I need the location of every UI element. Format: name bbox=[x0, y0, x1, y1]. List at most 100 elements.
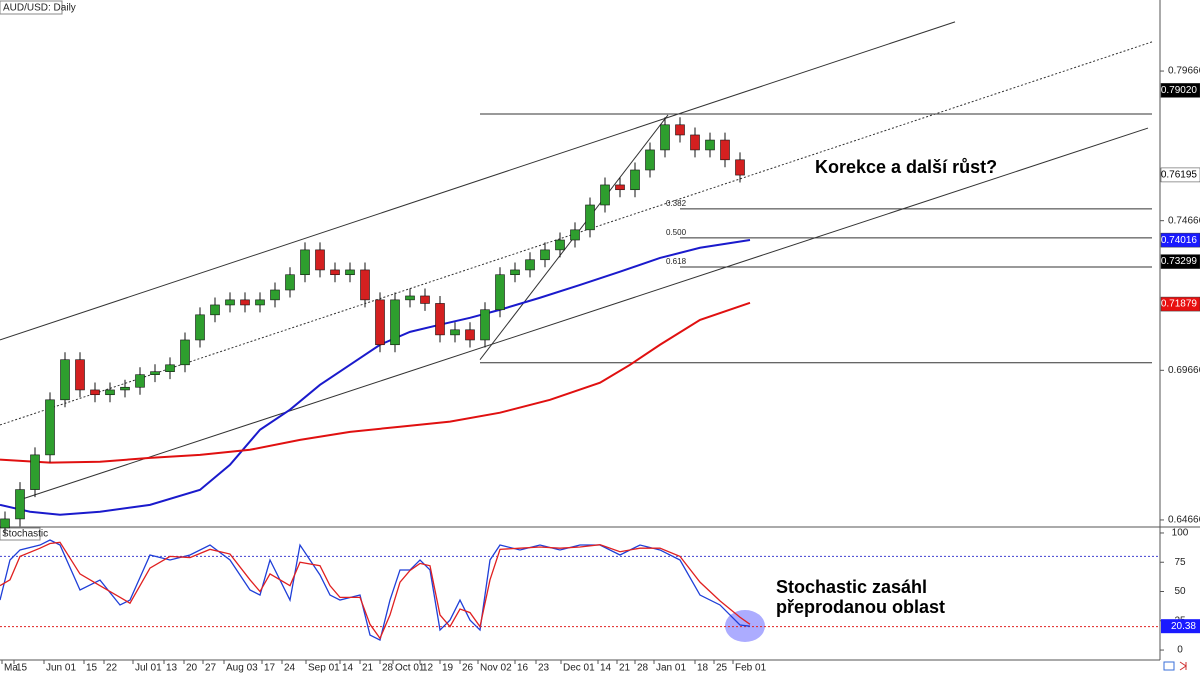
x-tick-label: 21 bbox=[362, 663, 374, 674]
candle-body bbox=[195, 314, 205, 341]
moving-average bbox=[0, 301, 751, 464]
y-tick-label: 50 bbox=[1174, 586, 1186, 597]
trendline bbox=[19, 127, 1149, 501]
y-tick-label: 0.79666 bbox=[1168, 66, 1200, 77]
candle-body bbox=[315, 249, 325, 271]
x-tick-label: 28 bbox=[637, 663, 649, 674]
candle-body bbox=[435, 303, 445, 336]
candle-body bbox=[720, 139, 730, 161]
candle-body bbox=[465, 329, 475, 341]
price-marker bbox=[1160, 83, 1200, 98]
candle-body bbox=[600, 184, 610, 206]
x-tick-label: 20 bbox=[186, 663, 198, 674]
annotation: Korekce a další růst? bbox=[815, 157, 997, 177]
x-tick-label: Jul 01 bbox=[135, 663, 162, 674]
x-tick-label: 17 bbox=[264, 663, 276, 674]
candle-body bbox=[615, 184, 625, 191]
annotation: Stochastic zasáhl bbox=[776, 577, 927, 597]
x-tick-label: 23 bbox=[538, 663, 550, 674]
x-tick-label: 26 bbox=[462, 663, 474, 674]
moving-average bbox=[0, 239, 751, 516]
candle-body bbox=[735, 159, 745, 176]
x-tick-label: 27 bbox=[205, 663, 217, 674]
candle-body bbox=[240, 299, 250, 306]
last-value-label: 20.38 bbox=[1171, 621, 1196, 632]
candle-body bbox=[285, 274, 295, 291]
candle-body bbox=[60, 359, 70, 401]
candle-body bbox=[360, 269, 370, 301]
annotation: přeprodanou oblast bbox=[776, 597, 945, 617]
candle-body bbox=[225, 299, 235, 306]
x-tick-label: Jun 01 bbox=[46, 663, 76, 674]
x-tick-label: Feb 01 bbox=[735, 663, 767, 674]
y-tick-label: 100 bbox=[1172, 528, 1189, 539]
candle-body bbox=[645, 149, 655, 171]
candle-body bbox=[0, 518, 10, 529]
x-tick-label: 25 bbox=[716, 663, 728, 674]
candle-body bbox=[45, 399, 55, 456]
x-tick-label: 28 bbox=[382, 663, 394, 674]
x-tick-label: 12 bbox=[422, 663, 434, 674]
y-tick-label: 0.69666 bbox=[1168, 365, 1200, 376]
candle-body bbox=[555, 239, 565, 251]
candle-body bbox=[495, 274, 505, 311]
x-tick-label: 14 bbox=[342, 663, 354, 674]
x-tick-label: 14 bbox=[600, 663, 612, 674]
x-tick-label: 13 bbox=[166, 663, 178, 674]
icon[interactable] bbox=[1163, 661, 1175, 671]
price-marker-label: 0.71879 bbox=[1161, 299, 1198, 310]
x-tick-label: 24 bbox=[284, 663, 296, 674]
chart-title: AUD/USD: Daily bbox=[3, 3, 76, 14]
candle-body bbox=[660, 124, 670, 151]
candle-body bbox=[630, 169, 640, 191]
x-tick-label: 15 bbox=[86, 663, 98, 674]
stoch-title: Stochastic bbox=[2, 529, 48, 540]
candle-body bbox=[705, 139, 715, 151]
candle-body bbox=[420, 295, 430, 304]
candle-body bbox=[210, 304, 220, 316]
candle-body bbox=[165, 364, 175, 372]
price-marker-label: 0.74016 bbox=[1161, 235, 1198, 246]
fib-label: 0.382 bbox=[666, 199, 687, 208]
candle-body bbox=[450, 329, 460, 336]
candle-body bbox=[90, 389, 100, 396]
y-tick-label: 0.64666 bbox=[1168, 515, 1200, 526]
x-tick-label: 15 bbox=[16, 663, 28, 674]
price-marker bbox=[1160, 254, 1200, 269]
last-value-marker bbox=[1161, 619, 1200, 634]
price-marker-label: 0.79020 bbox=[1161, 85, 1198, 96]
candle-body bbox=[480, 309, 490, 341]
y-tick-label: 0.74666 bbox=[1168, 215, 1200, 226]
candle-body bbox=[510, 269, 520, 276]
candle-body bbox=[525, 259, 535, 271]
candle-body bbox=[180, 339, 190, 366]
candle-body bbox=[255, 299, 265, 306]
x-tick-label: 21 bbox=[619, 663, 631, 674]
x-tick-label: 22 bbox=[106, 663, 118, 674]
candle-body bbox=[105, 389, 115, 396]
y-tick-label: 75 bbox=[1174, 557, 1186, 568]
x-tick-label: Sep 01 bbox=[308, 663, 340, 674]
title-box bbox=[0, 0, 63, 15]
x-tick-label: Aug 03 bbox=[226, 663, 258, 674]
price-marker-label: 0.76195 bbox=[1161, 170, 1198, 181]
candle-body bbox=[15, 489, 25, 520]
candle-body bbox=[675, 124, 685, 136]
candle-body bbox=[330, 269, 340, 276]
candle-body bbox=[30, 454, 40, 490]
x-tick-label: Oct 01 bbox=[395, 663, 425, 674]
candle-body bbox=[690, 134, 700, 151]
x-tick-label: Ma bbox=[4, 663, 18, 674]
candle-body bbox=[150, 371, 160, 375]
candle-body bbox=[75, 359, 85, 391]
candle-body bbox=[345, 269, 355, 276]
x-tick-label: Dec 01 bbox=[563, 663, 595, 674]
x-tick-label: Nov 02 bbox=[480, 663, 512, 674]
y-tick-label: 0 bbox=[1177, 645, 1183, 656]
icon[interactable] bbox=[1179, 661, 1187, 671]
trendline bbox=[0, 21, 956, 341]
price-marker bbox=[1160, 167, 1200, 183]
candle-body bbox=[570, 229, 580, 241]
